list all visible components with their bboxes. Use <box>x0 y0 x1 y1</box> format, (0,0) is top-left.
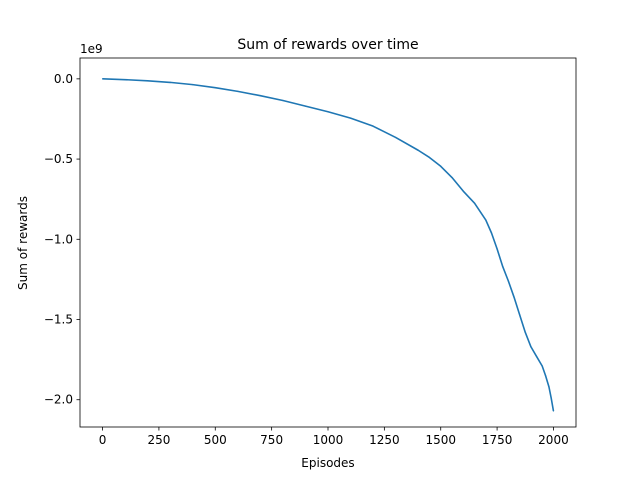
data-point <box>192 84 194 86</box>
data-point <box>513 296 515 298</box>
data-point <box>440 165 442 167</box>
data-point <box>169 81 171 83</box>
data-point <box>124 79 126 81</box>
data-point <box>544 375 547 377</box>
data-point <box>259 95 261 97</box>
data-point <box>541 365 543 367</box>
data-point <box>101 78 104 80</box>
x-tick-label: 750 <box>260 433 283 447</box>
data-point <box>147 80 149 82</box>
data-point <box>451 176 453 179</box>
data-point <box>530 346 532 348</box>
y-tick-label: −1.5 <box>44 313 73 327</box>
data-point <box>349 117 352 119</box>
y-axis-offset-text: 1e9 <box>80 42 103 56</box>
data-point <box>485 219 487 221</box>
data-point <box>524 331 526 333</box>
data-point <box>519 314 521 316</box>
data-point <box>550 397 552 399</box>
chart-title: Sum of rewards over time <box>237 37 418 53</box>
data-point <box>428 156 431 159</box>
data-point <box>490 232 493 234</box>
x-tick-label: 500 <box>204 433 227 447</box>
y-axis: 0.0 −0.5 −1.0 −1.5 −2.0 <box>44 72 80 407</box>
data-point <box>507 280 509 282</box>
x-tick-label: 250 <box>147 433 170 447</box>
data-point <box>372 125 374 127</box>
x-tick-label: 1500 <box>425 433 456 447</box>
x-tick-label: 1250 <box>369 433 400 447</box>
data-point <box>417 149 419 151</box>
data-point <box>535 355 538 358</box>
data-point <box>395 136 397 139</box>
data-point <box>462 190 464 192</box>
data-point <box>282 99 284 102</box>
x-tick-label: 0 <box>99 433 107 447</box>
data-point <box>304 105 307 107</box>
x-tick-label: 1750 <box>482 433 513 447</box>
y-tick-label: −1.0 <box>44 232 73 246</box>
data-point <box>502 265 504 268</box>
data-point <box>214 87 216 89</box>
data-point <box>473 202 476 204</box>
x-tick-label: 1000 <box>313 433 344 447</box>
data-point <box>327 111 329 113</box>
plot-area <box>101 78 555 412</box>
y-tick-label: 0.0 <box>54 72 73 86</box>
x-axis-label: Episodes <box>301 456 354 470</box>
y-tick-label: −2.0 <box>44 393 73 407</box>
data-point <box>552 410 555 412</box>
data-point <box>237 90 239 92</box>
x-tick-label: 2000 <box>538 433 569 447</box>
y-axis-label: Sum of rewards <box>16 196 30 290</box>
y-tick-label: −0.5 <box>44 152 73 166</box>
data-point <box>496 248 498 250</box>
data-point <box>548 386 550 388</box>
x-axis: 0 250 500 750 1000 1250 1500 1750 2000 <box>99 427 569 447</box>
